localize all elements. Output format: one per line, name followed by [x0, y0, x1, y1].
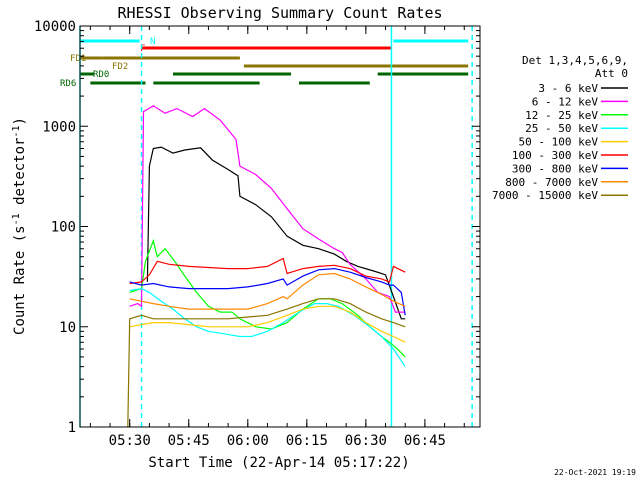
x-tick-labels: 05:30 05:45 06:00 06:15 06:30 06:45 — [109, 433, 446, 449]
series-line-50-100-kev — [129, 305, 406, 343]
x-tick-label: 06:30 — [345, 433, 387, 449]
data-series-layer — [127, 105, 406, 428]
series-line-300-800-kev — [129, 267, 406, 316]
x-tick-label: 06:45 — [404, 433, 446, 449]
y-axis-label-main: Count Rate (s — [12, 225, 28, 335]
y-axis-label: Count Rate (s-1 detector-1) — [11, 117, 28, 335]
flag-label-fd2: FD2 — [112, 62, 128, 72]
series-line-100-300-kev — [129, 257, 406, 285]
flag-label-fd1: FD1 — [70, 54, 86, 64]
y-tick-labels: 1 10 100 1000 10000 — [34, 19, 76, 436]
y-tick-label: 10000 — [34, 19, 76, 35]
legend-entry-label: 50 - 100 keV — [519, 136, 599, 149]
series-line-25-50-kev — [129, 287, 406, 367]
flag-label-rd6: RD6 — [60, 79, 76, 89]
series-line-800-7000-kev — [129, 272, 406, 310]
flag-label-n: N — [150, 37, 155, 47]
x-tick-label: 05:45 — [168, 433, 210, 449]
legend-entry-label: 6 - 12 keV — [532, 95, 599, 108]
chart-title: RHESSI Observing Summary Count Rates — [117, 4, 442, 22]
legend-entry-label: 25 - 50 keV — [525, 122, 598, 135]
series-line-7000-15000-kev — [127, 298, 406, 428]
x-tick-label: 06:15 — [286, 433, 328, 449]
flag-label-rd0: RD0 — [93, 70, 109, 80]
legend-entry-label: 800 - 7000 keV — [505, 176, 598, 189]
legend-entry-label: 3 - 6 keV — [538, 82, 598, 95]
legend-entry-label: 7000 - 15000 keV — [492, 189, 598, 202]
series-line-3-6-kev — [146, 146, 406, 320]
x-tick-label: 06:00 — [227, 433, 269, 449]
y-axis-label-exp1: -1 — [11, 213, 22, 225]
y-tick-label: 100 — [51, 220, 76, 236]
x-axis-label: Start Time (22-Apr-14 05:17:22) — [148, 455, 409, 471]
legend-entry-label: 12 - 25 keV — [525, 109, 598, 122]
legend-header: Det 1,3,4,5,6,9, — [522, 54, 628, 67]
legend-header: Att 0 — [595, 67, 628, 80]
series-line-6-12-kev — [129, 105, 406, 313]
plot-frame — [79, 25, 481, 428]
x-tick-label: 05:30 — [109, 433, 151, 449]
y-axis-label-mid: detector — [12, 138, 28, 214]
date-stamp: 22-Oct-2021 19:19 — [554, 468, 636, 477]
legend-entry-label: 100 - 300 keV — [512, 149, 598, 162]
y-axis-label-close: ) — [12, 117, 28, 125]
y-tick-label: 1 — [68, 420, 76, 436]
y-tick-label: 10 — [59, 320, 76, 336]
legend-entry-label: 300 - 800 keV — [512, 162, 598, 175]
flag-label-f: F — [140, 44, 145, 54]
y-tick-label: 1000 — [42, 119, 76, 135]
y-axis-label-exp2: -1 — [11, 125, 22, 137]
